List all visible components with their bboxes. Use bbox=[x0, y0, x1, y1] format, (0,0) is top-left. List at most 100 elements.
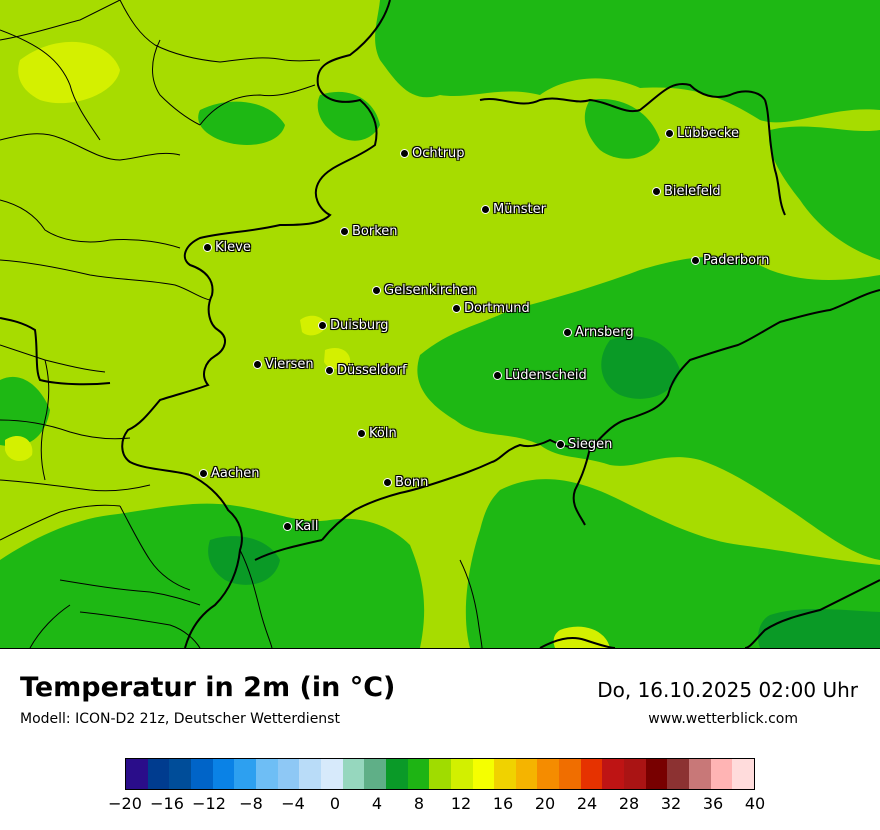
city-dot bbox=[357, 429, 366, 438]
legend-swatch bbox=[429, 759, 451, 789]
cool-area-north-b bbox=[584, 99, 660, 159]
city-marker-duisburg[interactable]: Duisburg bbox=[318, 318, 389, 333]
city-label: Bonn bbox=[395, 475, 429, 490]
legend-swatch bbox=[407, 759, 430, 789]
city-label: Arnsberg bbox=[575, 325, 634, 340]
city-label: Kall bbox=[295, 519, 319, 534]
legend-tick-label: 20 bbox=[534, 794, 556, 813]
cool-area-west bbox=[0, 376, 50, 447]
legend-swatch bbox=[342, 759, 365, 789]
city-dot bbox=[400, 149, 409, 158]
legend-tick-label: 36 bbox=[702, 794, 724, 813]
legend-swatch bbox=[385, 759, 408, 789]
legend-swatch bbox=[537, 759, 560, 789]
legend-swatch bbox=[255, 759, 278, 789]
legend-tick-label: 4 bbox=[371, 794, 383, 813]
city-label: Lübbecke bbox=[677, 126, 739, 141]
legend-swatch bbox=[299, 759, 321, 789]
legend-ticks: −20 −16 −12 −8 −4 0 4 8 12 16 20 24 28 32 36 40 bbox=[0, 794, 880, 820]
city-dot bbox=[556, 440, 565, 449]
legend-tick-label: −8 bbox=[239, 794, 263, 813]
city-label: Lüdenscheid bbox=[505, 368, 587, 383]
city-marker-paderborn[interactable]: Paderborn bbox=[691, 253, 769, 268]
city-marker-kleve[interactable]: Kleve bbox=[203, 240, 251, 255]
legend-tick-label: −4 bbox=[281, 794, 305, 813]
cold-core-rothaar bbox=[601, 336, 680, 399]
legend-swatch bbox=[126, 759, 148, 789]
legend-swatch bbox=[472, 759, 495, 789]
city-label: Viersen bbox=[265, 357, 314, 372]
legend-tick-label: 24 bbox=[576, 794, 598, 813]
legend-swatch bbox=[277, 759, 300, 789]
city-marker-siegen[interactable]: Siegen bbox=[556, 437, 612, 452]
legend-swatch bbox=[450, 759, 473, 789]
legend-swatch bbox=[169, 759, 191, 789]
legend-swatch bbox=[190, 759, 213, 789]
city-dot bbox=[253, 360, 262, 369]
legend-swatch bbox=[320, 759, 343, 789]
city-dot bbox=[203, 243, 212, 252]
city-marker-gelsenkirchen[interactable]: Gelsenkirchen bbox=[372, 283, 477, 298]
legend-swatch bbox=[234, 759, 256, 789]
city-dot bbox=[340, 227, 349, 236]
legend-swatch bbox=[732, 759, 755, 789]
legend-swatch bbox=[559, 759, 581, 789]
cool-area-sauerland bbox=[417, 256, 880, 560]
city-dot bbox=[493, 371, 502, 380]
city-dot bbox=[283, 522, 292, 531]
website-link[interactable]: www.wetterblick.com bbox=[648, 711, 798, 727]
model-info: Modell: ICON-D2 21z, Deutscher Wetterdie… bbox=[20, 711, 340, 727]
city-label: Ochtrup bbox=[412, 146, 465, 161]
cold-core-eifel bbox=[208, 536, 280, 585]
legend-tick-label: 0 bbox=[329, 794, 341, 813]
city-label: Paderborn bbox=[703, 253, 770, 268]
city-dot bbox=[691, 256, 700, 265]
legend-swatch bbox=[212, 759, 235, 789]
map-title: Temperatur in 2m (in °C) bbox=[20, 672, 396, 703]
city-marker-münster[interactable]: Münster bbox=[481, 202, 546, 217]
warm-patch bbox=[18, 41, 120, 104]
city-label: Münster bbox=[493, 202, 546, 217]
cool-area-eifel bbox=[0, 503, 425, 648]
legend-swatch bbox=[667, 759, 690, 789]
city-marker-arnsberg[interactable]: Arnsberg bbox=[563, 325, 634, 340]
city-marker-borken[interactable]: Borken bbox=[340, 224, 398, 239]
city-marker-lübbecke[interactable]: Lübbecke bbox=[665, 126, 739, 141]
city-marker-lüdenscheid[interactable]: Lüdenscheid bbox=[493, 368, 587, 383]
city-dot bbox=[325, 366, 334, 375]
city-dot bbox=[563, 328, 572, 337]
cool-area-nw bbox=[198, 101, 285, 145]
legend-swatch bbox=[494, 759, 516, 789]
legend-swatch bbox=[710, 759, 733, 789]
city-label: Gelsenkirchen bbox=[384, 283, 477, 298]
legend-swatch bbox=[515, 759, 538, 789]
city-label: Köln bbox=[369, 426, 397, 441]
city-marker-aachen[interactable]: Aachen bbox=[199, 466, 259, 481]
legend-swatch bbox=[689, 759, 711, 789]
city-label: Bielefeld bbox=[664, 184, 721, 199]
city-label: Kleve bbox=[215, 240, 251, 255]
city-marker-bielefeld[interactable]: Bielefeld bbox=[652, 184, 721, 199]
city-dot bbox=[665, 129, 674, 138]
city-label: Siegen bbox=[568, 437, 613, 452]
city-marker-dortmund[interactable]: Dortmund bbox=[452, 301, 530, 316]
city-marker-bonn[interactable]: Bonn bbox=[383, 475, 428, 490]
city-label: Düsseldorf bbox=[337, 363, 407, 378]
city-dot bbox=[199, 469, 208, 478]
legend-swatch bbox=[580, 759, 603, 789]
city-marker-köln[interactable]: Köln bbox=[357, 426, 397, 441]
legend-swatch bbox=[364, 759, 386, 789]
legend-tick-label: 16 bbox=[492, 794, 514, 813]
city-label: Duisburg bbox=[330, 318, 389, 333]
legend-tick-label: 40 bbox=[744, 794, 766, 813]
legend-tick-label: 32 bbox=[660, 794, 682, 813]
forecast-datetime: Do, 16.10.2025 02:00 Uhr bbox=[597, 678, 858, 702]
cold-core-southeast bbox=[758, 608, 880, 648]
legend-swatch bbox=[645, 759, 668, 789]
city-marker-ochtrup[interactable]: Ochtrup bbox=[400, 146, 465, 161]
legend-tick-label: 12 bbox=[450, 794, 472, 813]
city-marker-viersen[interactable]: Viersen bbox=[253, 357, 314, 372]
city-marker-düsseldorf[interactable]: Düsseldorf bbox=[325, 363, 407, 378]
city-marker-kall[interactable]: Kall bbox=[283, 519, 319, 534]
temperature-map[interactable] bbox=[0, 0, 880, 649]
